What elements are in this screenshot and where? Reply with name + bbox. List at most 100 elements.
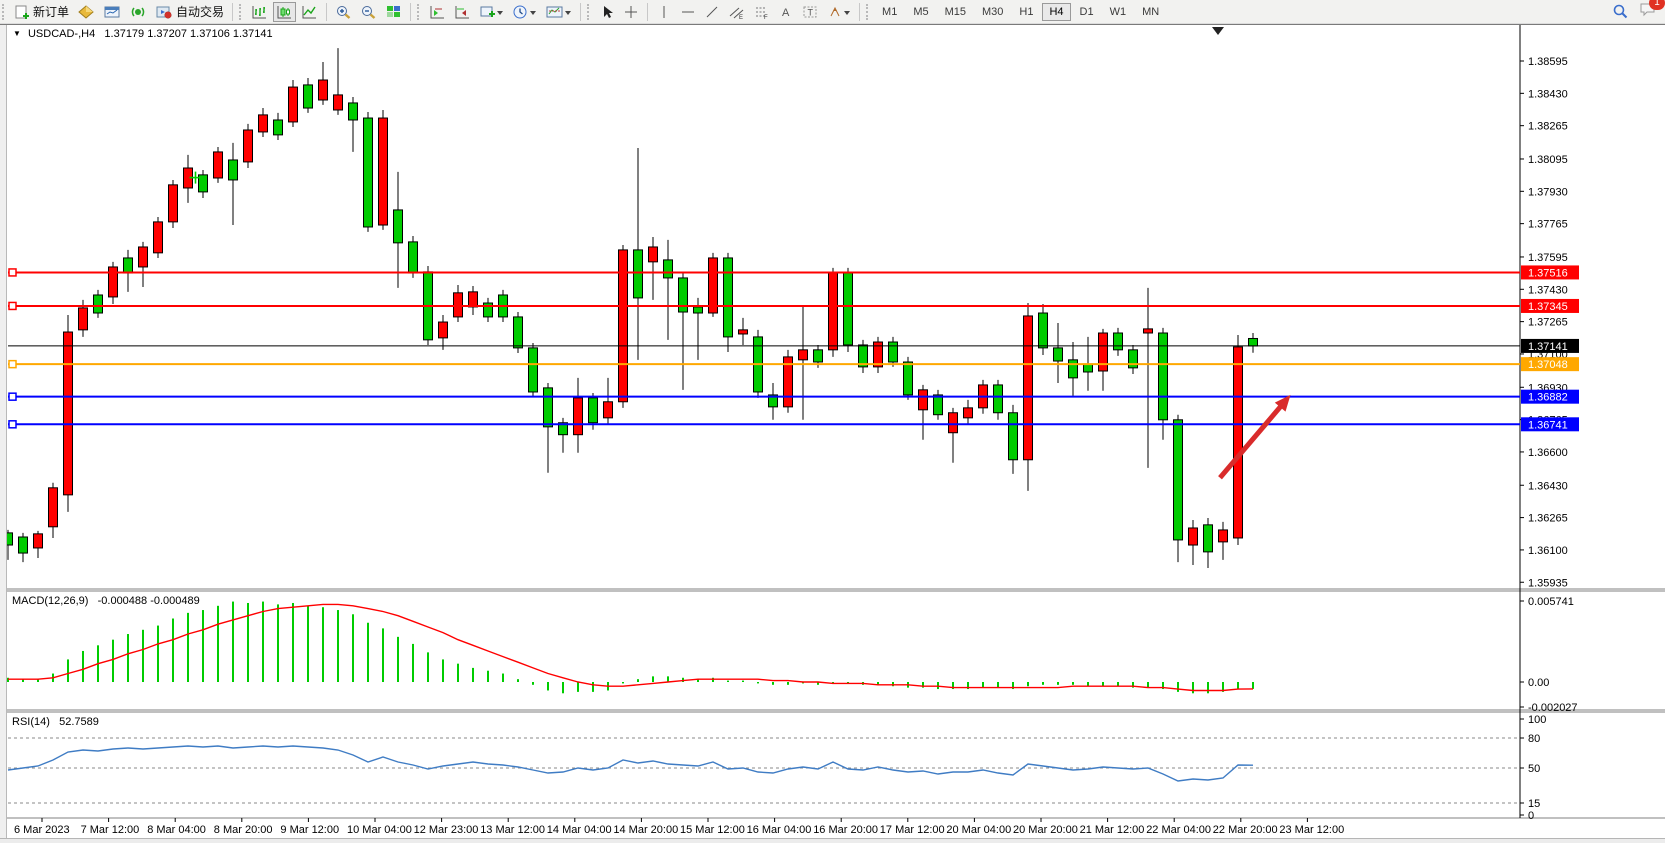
candle-body [678,277,688,313]
candle-body [303,84,313,109]
chart-title: ▼ USDCAD-,H4 1.37179 1.37207 1.37106 1.3… [13,28,273,40]
macd-values: -0.000488 -0.000489 [97,595,200,607]
line-chart-type-button[interactable] [298,2,321,22]
fibonacci-tool[interactable]: F [750,2,773,22]
template-dropdown[interactable] [542,2,575,22]
terminal-window-button[interactable] [100,2,124,22]
candle-body [618,249,628,403]
svg-text:21 Mar 12:00: 21 Mar 12:00 [1080,824,1145,836]
new-chart-dropdown[interactable] [476,2,507,22]
svg-text:F: F [764,15,768,20]
timeframe-m5[interactable]: M5 [906,3,935,21]
new-order-icon [15,5,29,19]
timeframe-d1[interactable]: D1 [1073,3,1101,21]
candle-body [963,407,973,419]
candle-body [333,94,343,111]
candle-body [723,257,733,338]
candle-body [408,241,418,274]
horizontal-line-icon [682,11,695,12]
chart-shift-marker[interactable] [1212,27,1224,35]
timeframe-m1[interactable]: M1 [875,3,904,21]
svg-text:1.36100: 1.36100 [1528,545,1568,557]
candle-body [1203,524,1213,553]
svg-text:1.36600: 1.36600 [1528,447,1568,459]
rsi-name: RSI(14) [12,716,50,728]
cursor-button[interactable] [596,2,618,22]
macd-indicator-label: MACD(12,26,9) -0.000488 -0.000489 [12,595,200,607]
toolbar-grip[interactable] [239,3,243,20]
trade-marker-cross[interactable] [189,171,202,184]
vertical-line-tool[interactable] [653,2,675,22]
equidistant-channel-tool[interactable]: E [725,2,748,22]
svg-text:8 Mar 04:00: 8 Mar 04:00 [147,824,206,836]
notifications-button[interactable]: 1 [1639,0,1665,22]
line-handle[interactable] [8,268,17,277]
toolbar-grip[interactable] [866,3,870,20]
svg-text:14 Mar 04:00: 14 Mar 04:00 [547,824,612,836]
candle-body [63,331,73,496]
tile-windows-button[interactable] [382,2,405,22]
toolbar-grip[interactable] [2,3,6,20]
chart-window-top-border [0,23,1665,25]
timeframe-mn[interactable]: MN [1135,3,1166,21]
toolbar-grip[interactable] [587,3,591,20]
candle-body [783,356,793,408]
mql-community-button[interactable] [74,2,98,22]
toolbar-separator [232,2,234,21]
candle-body [603,401,613,419]
indicator-subwindow-button[interactable] [451,2,474,22]
horizontal-line-tool[interactable] [677,2,699,22]
trendline-tool[interactable] [701,2,723,22]
timeframe-h4[interactable]: H4 [1042,2,1071,21]
candle-body [528,347,538,393]
crosshair-button[interactable] [620,2,642,22]
timeframe-m30[interactable]: M30 [975,3,1010,21]
candle-body [693,306,703,314]
candle-body [663,259,673,279]
period-dropdown[interactable] [509,2,540,22]
collapse-arrow-icon[interactable]: ▼ [13,29,21,38]
svg-text:9 Mar 12:00: 9 Mar 12:00 [280,824,339,836]
candle-body [1068,359,1078,379]
bar-chart-type-button[interactable] [248,2,271,22]
line-handle[interactable] [8,420,17,429]
timeframe-w1[interactable]: W1 [1103,3,1134,21]
svg-text:T: T [808,7,814,17]
template-icon [546,6,563,17]
text-label-tool[interactable]: T [799,2,822,22]
text-tool[interactable]: A [775,2,797,22]
svg-text:100: 100 [1528,714,1546,726]
macd-name: MACD(12,26,9) [12,595,89,607]
zoom-in-button[interactable] [332,2,355,22]
line-handle[interactable] [8,301,17,311]
line-handle[interactable] [8,359,17,369]
new-order-button[interactable]: 新订单 [11,2,72,22]
search-icon[interactable] [1612,3,1629,20]
candle-body [813,349,823,363]
svg-text:1.37265: 1.37265 [1528,317,1568,329]
arrows-dropdown[interactable] [824,2,854,22]
candle-chart-type-button[interactable] [273,1,297,22]
price-axis-badge: 1.37345 [1521,298,1579,313]
svg-text:16 Mar 04:00: 16 Mar 04:00 [747,824,812,836]
zoom-out-button[interactable] [357,2,380,22]
toolbar-separator [580,2,582,21]
auto-trading-button[interactable]: 自动交易 [152,2,227,22]
timeframe-h1[interactable]: H1 [1012,3,1040,21]
timeframe-m15[interactable]: M15 [938,3,973,21]
candle-body [948,412,958,434]
svg-text:1.37141: 1.37141 [1528,341,1568,353]
candle-body [48,487,58,528]
chart-window-left-strip [0,25,7,838]
zoom-out-icon [362,5,376,19]
indicator-window-button[interactable] [426,2,449,22]
line-handle[interactable] [8,392,17,401]
candle-body [468,291,478,308]
toolbar-grip[interactable] [417,3,421,20]
signals-button[interactable] [126,2,150,22]
trend-arrow-annotation[interactable] [1218,394,1291,480]
signals-icon [131,7,145,16]
svg-text:-0.002027: -0.002027 [1528,702,1578,714]
candle-body [288,86,298,123]
